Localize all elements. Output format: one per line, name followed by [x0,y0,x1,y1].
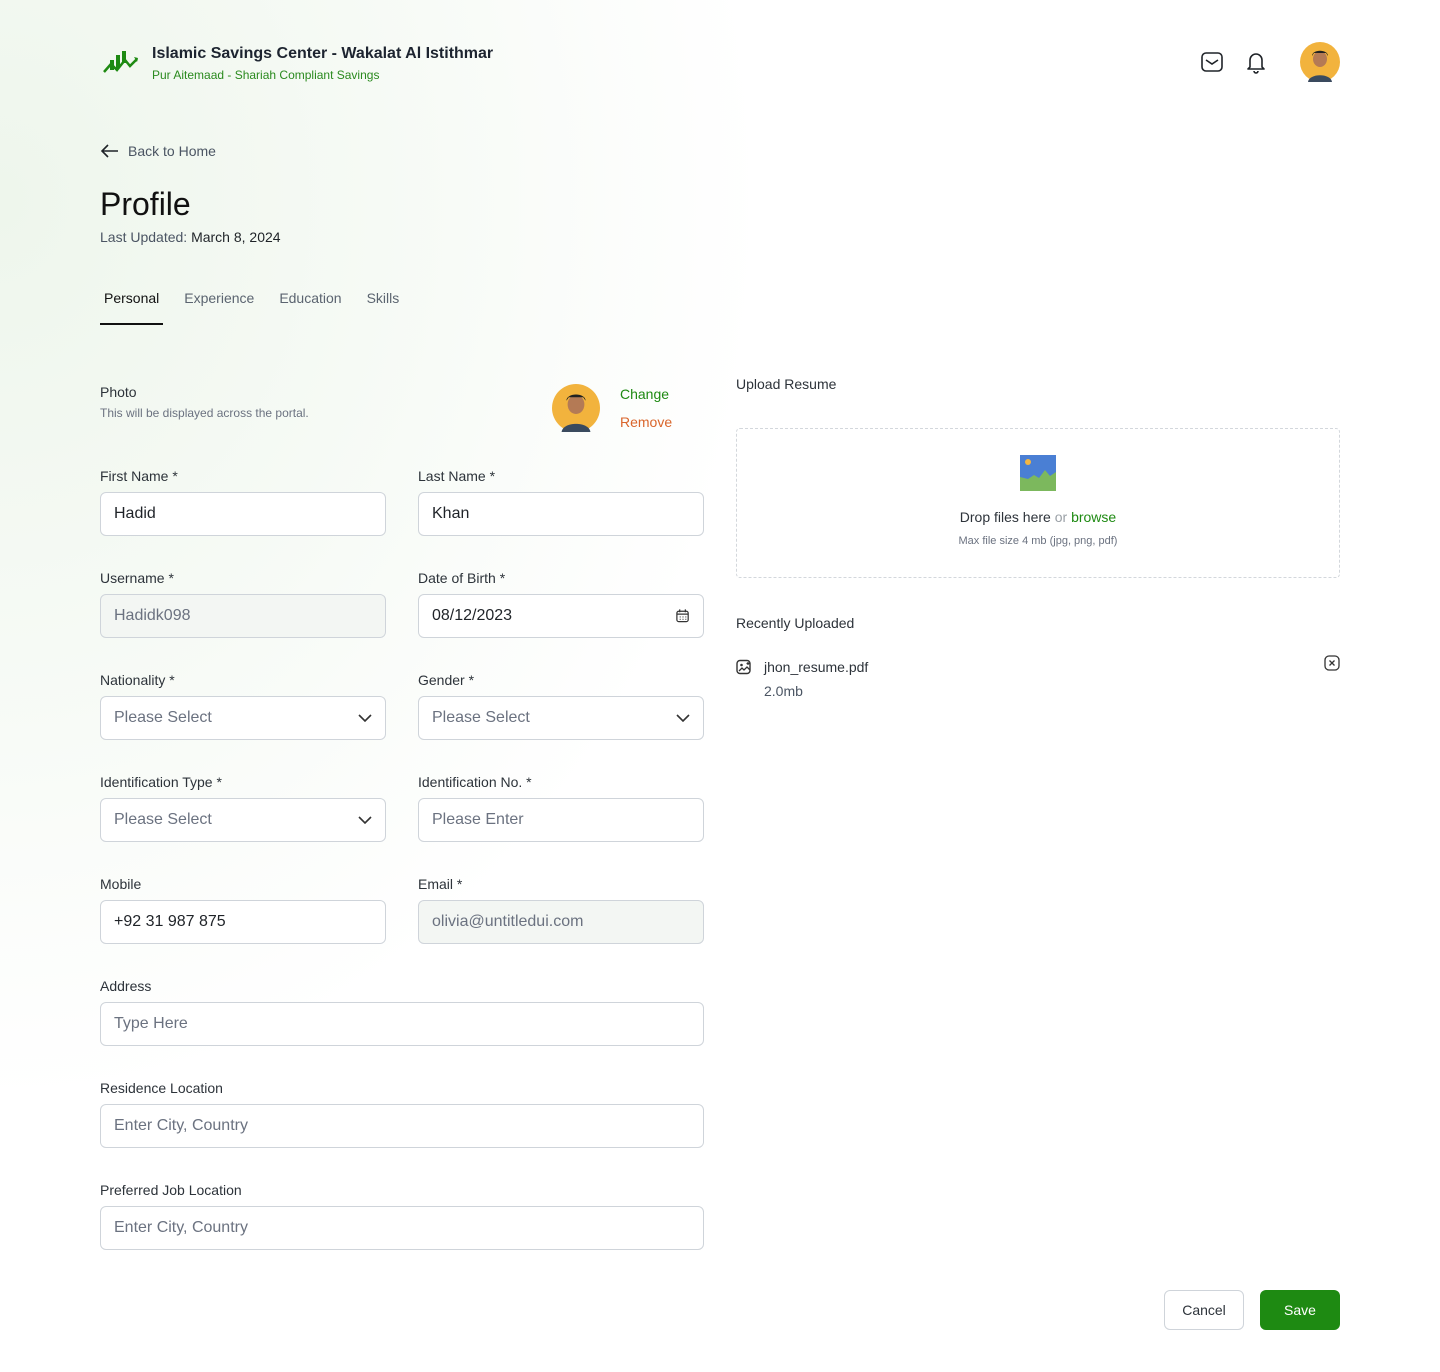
tab-education[interactable]: Education [279,290,342,306]
image-icon [1020,455,1056,491]
tab-experience[interactable]: Experience [184,290,255,306]
file-image-icon [736,659,751,675]
id-type-select[interactable]: Please Select [100,798,386,842]
browse-link[interactable]: browse [1071,509,1117,525]
tab-personal[interactable]: Personal [100,290,164,326]
id-type-value: Please Select [114,811,212,828]
change-photo-button[interactable]: Change [620,386,670,402]
upload-hint: Max file size 4 mb (jpg, png, pdf) [958,535,1118,547]
page-title: Profile [100,186,191,222]
gender-value: Please Select [432,709,530,726]
first-name-input[interactable] [114,505,372,523]
mobile-input[interactable] [114,913,372,931]
resume-dropzone[interactable]: Drop files here or browse Max file size … [736,428,1340,578]
email-label: Email * [418,876,463,892]
app-subtitle: Pur Aitemaad - Shariah Compliant Savings [152,68,380,82]
residence-field[interactable] [100,1104,704,1148]
job-location-input[interactable] [114,1219,690,1237]
first-name-label: First Name * [100,468,178,484]
id-no-field[interactable] [418,798,704,842]
last-updated-label: Last Updated: [100,229,188,245]
id-type-label: Identification Type * [100,774,222,790]
last-name-label: Last Name * [418,468,496,484]
back-to-home-link[interactable]: Back to Home [100,143,216,159]
id-no-label: Identification No. * [418,774,532,790]
calendar-icon[interactable] [675,608,690,624]
dob-field[interactable] [418,594,704,638]
address-input[interactable] [114,1015,690,1033]
chevron-down-icon [358,714,372,722]
logo-icon [103,51,138,73]
username-label: Username * [100,570,174,586]
address-label: Address [100,978,152,994]
profile-tabs: Personal Experience Education Skills [100,290,420,326]
last-updated: Last Updated: March 8, 2024 [100,229,281,245]
username-input[interactable] [114,607,372,625]
mobile-label: Mobile [100,876,142,892]
first-name-field[interactable] [100,492,386,536]
cancel-button[interactable]: Cancel [1164,1290,1244,1330]
job-location-label: Preferred Job Location [100,1182,242,1198]
remove-file-icon[interactable] [1324,655,1340,671]
gender-label: Gender * [418,672,475,688]
app-title: Islamic Savings Center - Wakalat Al Isti… [152,45,494,62]
dob-input[interactable] [432,607,675,625]
nationality-value: Please Select [114,709,212,726]
last-name-input[interactable] [432,505,690,523]
bell-icon [1247,53,1265,74]
uploaded-file-item: jhon_resume.pdf 2.0mb [736,655,1340,703]
drop-text: Drop files here or browse [737,509,1339,525]
email-input[interactable] [432,913,690,931]
mobile-field[interactable] [100,900,386,944]
recently-uploaded-label: Recently Uploaded [736,615,855,631]
file-size: 2.0mb [764,683,803,699]
id-no-input[interactable] [432,811,690,829]
email-field[interactable] [418,900,704,944]
save-button[interactable]: Save [1260,1290,1340,1330]
username-field[interactable] [100,594,386,638]
residence-input[interactable] [114,1117,690,1135]
nationality-label: Nationality * [100,672,175,688]
photo-label: Photo [100,384,137,400]
file-name: jhon_resume.pdf [764,659,869,675]
arrow-left-icon [100,144,118,158]
tab-skills[interactable]: Skills [366,290,400,306]
gender-select[interactable]: Please Select [418,696,704,740]
address-field[interactable] [100,1002,704,1046]
remove-photo-button[interactable]: Remove [620,414,673,430]
profile-photo [552,384,600,432]
back-label: Back to Home [128,143,216,159]
nationality-select[interactable]: Please Select [100,696,386,740]
photo-hint: This will be displayed across the portal… [100,406,309,420]
last-name-field[interactable] [418,492,704,536]
job-location-field[interactable] [100,1206,704,1250]
drop-label: Drop files here [959,509,1051,525]
dob-label: Date of Birth * [418,570,506,586]
chevron-down-icon [676,714,690,722]
user-avatar[interactable] [1300,42,1340,82]
inbox-button[interactable] [1199,49,1225,75]
residence-label: Residence Location [100,1080,223,1096]
notifications-button[interactable] [1243,49,1269,75]
chevron-down-icon [358,816,372,824]
or-label: or [1054,509,1068,525]
last-updated-value: March 8, 2024 [191,229,281,245]
upload-resume-label: Upload Resume [736,376,837,392]
inbox-icon [1201,52,1223,72]
